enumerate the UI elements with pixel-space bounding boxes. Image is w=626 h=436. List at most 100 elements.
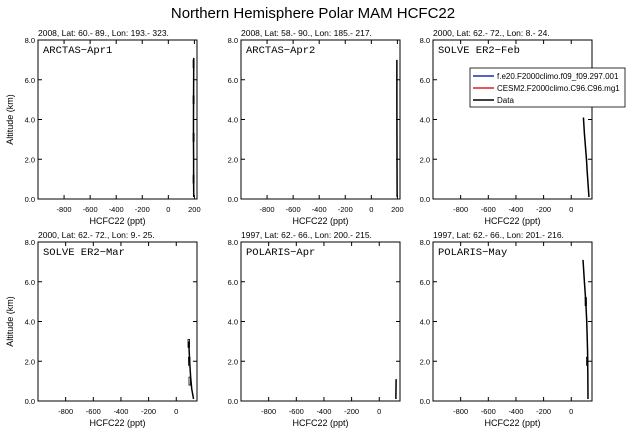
y-tick-label: 8.0	[228, 238, 238, 247]
x-tick-label: 0	[174, 407, 178, 416]
y-tick-label: 0.0	[25, 397, 35, 406]
panel-header: 2000, Lat: 62.- 72., Lon: 8.- 24.	[433, 28, 550, 38]
x-tick-label: -200	[536, 407, 551, 416]
x-tick-label: -400	[109, 205, 124, 214]
x-tick-label: -200	[141, 407, 156, 416]
panel-label: SOLVE ER2−Feb	[438, 45, 520, 57]
x-tick-label: 200	[391, 205, 404, 214]
x-tick-label: -800	[260, 205, 275, 214]
x-axis-label: HCFC22 (ppt)	[292, 418, 348, 428]
y-tick-label: 6.0	[228, 278, 238, 287]
panel-label: ARCTAS−Apr2	[246, 45, 315, 57]
x-tick-label: -400	[113, 407, 128, 416]
chart-panel: 2008, Lat: 58.- 90., Lon: 185.- 217. ARCT…	[228, 28, 404, 226]
x-axis-label: HCFC22 (ppt)	[484, 418, 540, 428]
panel-header: 2000, Lat: 62.- 72., Lon: 9.- 25.	[38, 230, 155, 240]
x-tick-label: -200	[536, 205, 551, 214]
x-tick-label: -600	[86, 407, 101, 416]
x-tick-label: -800	[57, 205, 72, 214]
legend-entry: f.e20.F2000climo.f09_f09.297.001	[497, 72, 619, 81]
panel-header: 1997, Lat: 62.- 66., Lon: 200.- 215.	[241, 230, 372, 240]
legend: f.e20.F2000climo.f09_f09.297.001 CESM2.F2…	[469, 67, 626, 108]
panel-header: 2008, Lat: 60.- 89., Lon: 193.- 323.	[38, 28, 169, 38]
y-tick-label: 6.0	[25, 278, 35, 287]
chart-panel: 2000, Lat: 62.- 72., Lon: 8.- 24. SOLVE E…	[420, 28, 626, 226]
y-tick-label: 4.0	[420, 318, 430, 327]
chart-panel: 1997, Lat: 62.- 66., Lon: 201.- 216. POLA…	[420, 230, 593, 428]
x-axis-label: HCFC22 (ppt)	[89, 418, 145, 428]
x-tick-label: -600	[289, 407, 304, 416]
y-axis-label: Altitude (km)	[5, 296, 15, 347]
x-tick-label: -400	[508, 407, 523, 416]
x-axis-label: HCFC22 (ppt)	[292, 216, 348, 226]
chart-panel: 1997, Lat: 62.- 66., Lon: 200.- 215. POLA…	[228, 230, 401, 428]
y-axis-label: Altitude (km)	[5, 94, 15, 145]
legend-box	[469, 67, 626, 108]
y-tick-label: 2.0	[420, 357, 430, 366]
x-tick-label: -800	[453, 205, 468, 214]
plot-frame	[240, 241, 401, 402]
y-tick-label: 2.0	[420, 155, 430, 164]
x-axis-label: HCFC22 (ppt)	[484, 216, 540, 226]
x-tick-label: -600	[286, 205, 301, 214]
panel-label: POLARIS−Apr	[246, 247, 315, 259]
plot-frame	[240, 39, 401, 200]
y-tick-label: 0.0	[420, 195, 430, 204]
y-tick-label: 6.0	[420, 278, 430, 287]
y-tick-label: 4.0	[25, 318, 35, 327]
legend-entry: Data	[497, 96, 514, 105]
y-tick-label: 0.0	[25, 195, 35, 204]
y-tick-label: 4.0	[420, 116, 430, 125]
x-tick-label: -600	[83, 205, 98, 214]
y-tick-label: 8.0	[420, 36, 430, 45]
x-tick-label: -600	[481, 407, 496, 416]
y-tick-label: 0.0	[228, 397, 238, 406]
y-tick-label: 2.0	[228, 155, 238, 164]
y-tick-label: 8.0	[25, 238, 35, 247]
panel-header: 2008, Lat: 58.- 90., Lon: 185.- 217.	[241, 28, 372, 38]
plot-frame	[37, 39, 198, 200]
y-tick-label: 0.0	[228, 195, 238, 204]
plot-frame	[432, 241, 593, 402]
x-tick-label: -600	[481, 205, 496, 214]
x-tick-label: -400	[316, 407, 331, 416]
x-tick-label: -200	[135, 205, 150, 214]
panel-header: 1997, Lat: 62.- 66., Lon: 201.- 216.	[433, 230, 564, 240]
chart-panel: 2000, Lat: 62.- 72., Lon: 9.- 25. SOLVE E…	[5, 230, 198, 428]
y-tick-label: 0.0	[420, 397, 430, 406]
y-tick-label: 8.0	[420, 238, 430, 247]
series-line-data	[187, 341, 195, 400]
x-tick-label: 200	[188, 205, 201, 214]
x-tick-label: -200	[338, 205, 353, 214]
series-line-data	[582, 259, 589, 400]
y-tick-label: 2.0	[25, 155, 35, 164]
x-axis-label: HCFC22 (ppt)	[89, 216, 145, 226]
chart-panel: 2008, Lat: 60.- 89., Lon: 193.- 323. ARCT…	[5, 28, 201, 226]
x-tick-label: 0	[369, 205, 373, 214]
x-tick-label: -800	[453, 407, 468, 416]
x-tick-label: 0	[569, 205, 573, 214]
panel-label: SOLVE ER2−Mar	[43, 247, 125, 259]
panel-label: ARCTAS−Apr1	[43, 45, 112, 57]
x-tick-label: -400	[508, 205, 523, 214]
y-tick-label: 8.0	[228, 36, 238, 45]
y-tick-label: 4.0	[25, 116, 35, 125]
x-tick-label: 0	[377, 407, 381, 416]
panel-label: POLARIS−May	[438, 247, 507, 259]
y-tick-label: 4.0	[228, 116, 238, 125]
x-tick-label: -400	[312, 205, 327, 214]
y-tick-label: 4.0	[228, 318, 238, 327]
plot-frame	[37, 241, 198, 402]
x-tick-label: -200	[344, 407, 359, 416]
series-line-data	[582, 117, 590, 198]
y-tick-label: 6.0	[420, 76, 430, 85]
legend-entry: CESM2.F2000climo.C96.C96.mg1	[497, 84, 620, 93]
x-tick-label: -800	[58, 407, 73, 416]
panels: 2008, Lat: 60.- 89., Lon: 193.- 323. ARCT…	[5, 28, 626, 428]
plot-frame	[432, 39, 593, 200]
y-tick-label: 2.0	[25, 357, 35, 366]
y-tick-label: 6.0	[25, 76, 35, 85]
y-tick-label: 2.0	[228, 357, 238, 366]
x-tick-label: -800	[261, 407, 276, 416]
